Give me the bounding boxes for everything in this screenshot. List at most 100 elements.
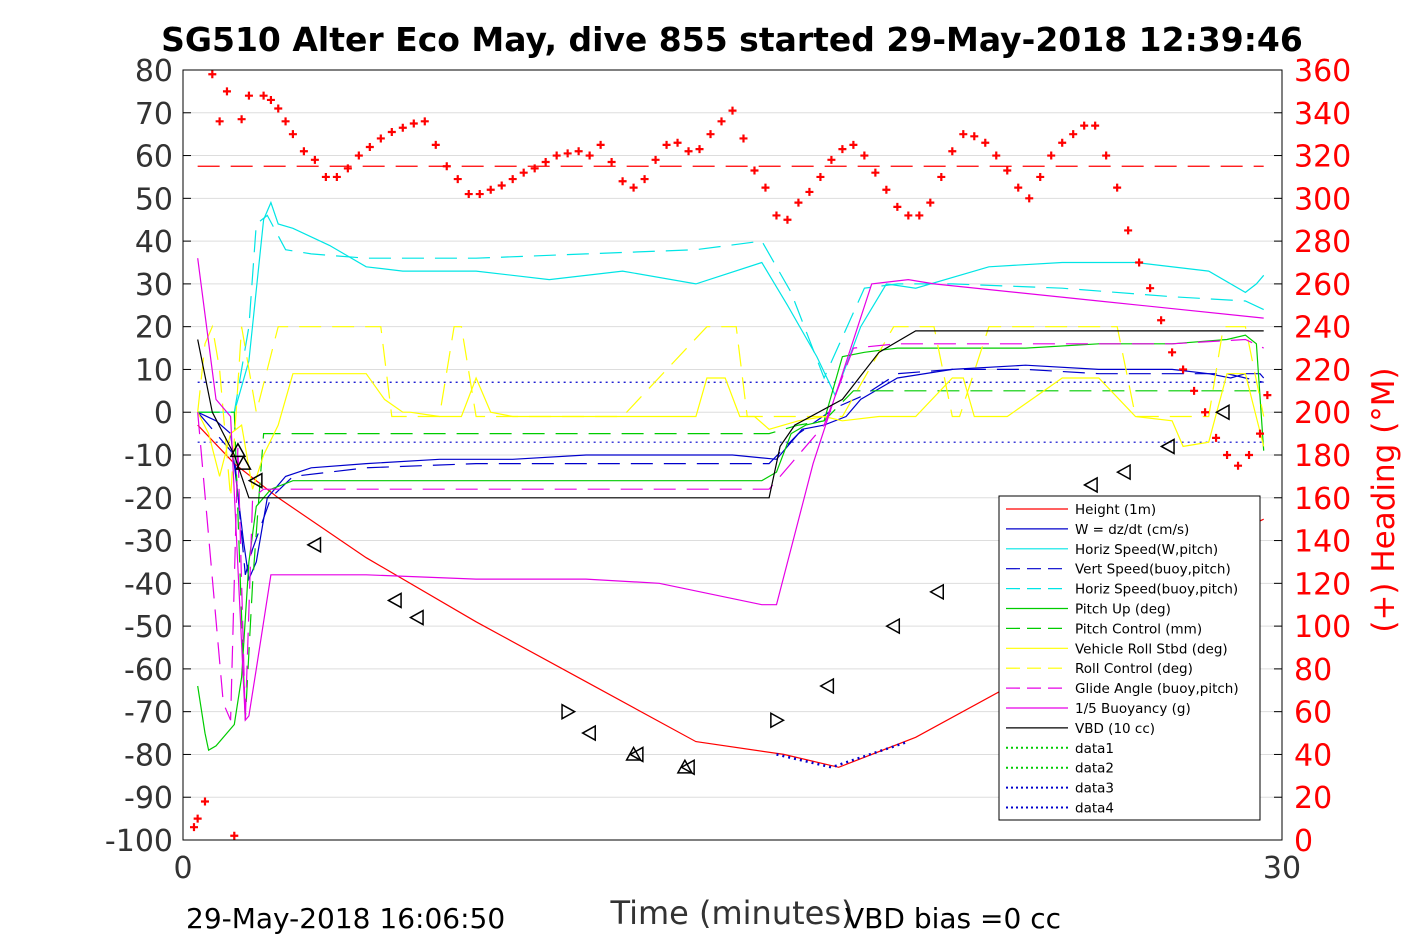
heading-point <box>915 211 924 220</box>
y-tick-label: 80 <box>135 54 173 89</box>
heading-point <box>237 115 246 124</box>
heading-point <box>230 831 239 840</box>
legend-label-15: data4 <box>1075 801 1114 817</box>
y2-tick-label: 300 <box>1294 182 1351 217</box>
legend-label-9: Glide Angle (buoy,pitch) <box>1075 681 1239 697</box>
heading-point <box>332 172 341 181</box>
y-tick-label: 20 <box>135 311 173 346</box>
heading-point <box>497 181 506 190</box>
left-axis-ticks: 80 70 60 50 40 30 20 10 0 -10 -20 -30 -40 -50 -60 -70 -8… <box>105 54 191 859</box>
legend-box <box>998 495 1261 821</box>
legend-label-11: VBD (10 cc) <box>1075 721 1155 737</box>
heading-point <box>281 117 290 126</box>
legend-label-14: data3 <box>1075 781 1114 797</box>
heading-point <box>200 797 209 806</box>
heading-point <box>266 95 275 104</box>
heading-point <box>354 151 363 160</box>
y2-tick-label: 0 <box>1294 824 1313 859</box>
legend-label-2: Horiz Speed(W,pitch) <box>1075 542 1218 558</box>
heading-point <box>1212 433 1221 442</box>
heading-point <box>1003 166 1012 175</box>
heading-point <box>860 151 869 160</box>
triangle-marker <box>770 711 786 729</box>
heading-point <box>1069 130 1078 139</box>
legend-label-5: Pitch Up (deg) <box>1075 602 1171 618</box>
triangle-marker <box>561 703 577 720</box>
triangle-marker <box>408 609 424 626</box>
triangle-marker <box>1082 476 1098 494</box>
series-line-10 <box>197 258 1264 722</box>
heading-point <box>222 87 231 96</box>
heading-point <box>1245 451 1254 459</box>
series-line-14 <box>776 740 909 769</box>
heading-point <box>409 119 418 128</box>
y-tick-label: -100 <box>105 824 173 859</box>
heading-point <box>189 823 198 832</box>
heading-point <box>244 91 253 100</box>
triangle-marker <box>247 472 263 489</box>
heading-point <box>420 117 429 126</box>
heading-point <box>1263 391 1272 400</box>
heading-point <box>981 138 990 147</box>
heading-point <box>849 140 858 149</box>
y-tick-label: 40 <box>135 225 173 260</box>
heading-point <box>970 132 979 141</box>
heading-point <box>530 164 539 173</box>
heading-point <box>208 70 217 79</box>
heading-point <box>585 151 594 160</box>
y-tick-label: 70 <box>135 97 173 132</box>
triangle-marker <box>235 455 252 470</box>
heading-point <box>215 117 224 126</box>
legend-label-3: Vert Speed(buoy,pitch) <box>1075 562 1231 578</box>
triangle-marker <box>1159 438 1175 455</box>
footer-timestamp: 29-May-2018 16:06:50 <box>186 902 505 935</box>
heading-point <box>1146 284 1155 293</box>
y-tick-label: -40 <box>124 567 173 602</box>
heading-point <box>376 134 385 143</box>
heading-point <box>761 183 770 192</box>
heading-point <box>739 134 748 143</box>
y-tick-label: -30 <box>124 525 173 560</box>
y-tick-label: -90 <box>124 781 173 816</box>
heading-point <box>343 164 352 173</box>
triangle-marker <box>885 617 901 635</box>
legend-label-10: 1/5 Buoyancy (g) <box>1075 701 1191 717</box>
legend-label-12: data1 <box>1075 741 1114 757</box>
series-line-7 <box>197 373 1265 490</box>
y2-tick-label: 340 <box>1294 97 1351 132</box>
triangle-markers <box>229 403 1230 776</box>
heading-point <box>431 140 440 149</box>
x-tick-label: 30 <box>1263 851 1301 886</box>
heading-point <box>717 117 726 126</box>
heading-point <box>783 215 792 224</box>
heading-point <box>1168 348 1177 357</box>
y-tick-label: 50 <box>135 182 173 217</box>
heading-point <box>882 185 891 194</box>
heading-point <box>1036 172 1045 181</box>
heading-point <box>486 185 495 194</box>
heading-point <box>871 168 880 177</box>
heading-point <box>519 168 528 177</box>
heading-point <box>259 91 268 100</box>
heading-point <box>453 175 462 184</box>
y-tick-label: 0 <box>154 396 173 431</box>
heading-point <box>1113 183 1122 192</box>
triangle-marker <box>1115 463 1131 481</box>
heading-point <box>937 172 946 181</box>
heading-point <box>1025 194 1034 203</box>
heading-point <box>288 130 297 139</box>
heading-point <box>1234 461 1243 470</box>
heading-point <box>274 104 283 113</box>
heading-point <box>193 814 202 823</box>
heading-point <box>838 145 847 154</box>
y2-tick-label: 360 <box>1294 54 1351 89</box>
chart-title: SG510 Alter Eco May, dive 855 started 29… <box>161 20 1303 59</box>
heading-point <box>904 211 913 220</box>
heading-point <box>959 130 968 139</box>
heading-point <box>948 147 957 156</box>
heading-point <box>618 177 627 186</box>
heading-point <box>387 128 396 137</box>
y2-tick-label: 100 <box>1294 610 1351 645</box>
y2-tick-label: 240 <box>1294 311 1351 346</box>
